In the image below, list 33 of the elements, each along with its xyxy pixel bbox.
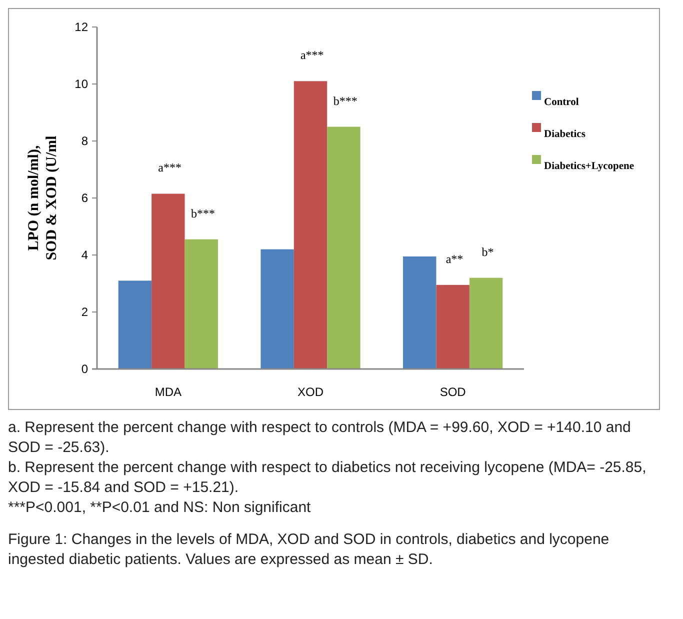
- data-label: b***: [191, 206, 216, 220]
- y-tick-label: 4: [81, 248, 88, 262]
- legend-label: Diabetics: [544, 129, 586, 140]
- y-tick-label: 0: [81, 362, 88, 376]
- y-tick-label: 12: [74, 20, 88, 34]
- data-label: a***: [300, 48, 324, 62]
- y-axis-title: LPO (n mol/ml), SOD & XOD (U/ml: [26, 136, 60, 260]
- bar: [260, 249, 294, 369]
- y-tick-label: 2: [81, 305, 88, 320]
- bar: [294, 81, 328, 369]
- bar: [118, 280, 152, 369]
- text: b. Represent the percent change with respect to diabetics not receiving lycopene (MDA= -25.85, XOD = -15.84 and SOD = +15.21).: [8, 458, 648, 498]
- bar: [184, 239, 218, 369]
- x-tick-label: SOD: [440, 385, 466, 399]
- data-label: b***: [333, 94, 358, 108]
- bar: [152, 194, 185, 369]
- bar: [403, 256, 436, 369]
- y-tick-label: 8: [81, 134, 88, 148]
- caption: Figure 1: Changes in the levels of MDA, XOD and SOD in controls, diabetics and lycopene ingested diabetic patients. Values are expressed as mean ± SD.: [8, 530, 610, 570]
- data-label: b*: [482, 244, 494, 259]
- text: a. Represent the percent change with respect to controls (MDA = +99.60, XOD = +140.10 and SOD = -25.63).: [8, 418, 632, 458]
- text: ***P<0.001, **P<0.01 and NS: Non significant: [8, 498, 312, 518]
- x-tick-label: XOD: [297, 385, 324, 399]
- bar: [327, 126, 360, 369]
- bar: [436, 284, 470, 369]
- y-tick-label: 10: [74, 77, 88, 92]
- legend-label: Control: [544, 97, 579, 108]
- data-label: a**: [446, 252, 464, 266]
- data-label: a***: [158, 160, 182, 175]
- bar: [469, 278, 503, 369]
- x-tick-label: MDA: [154, 385, 182, 399]
- legend-label: Diabetics+Lycopene: [544, 161, 634, 172]
- y-tick-label: 6: [81, 191, 88, 206]
